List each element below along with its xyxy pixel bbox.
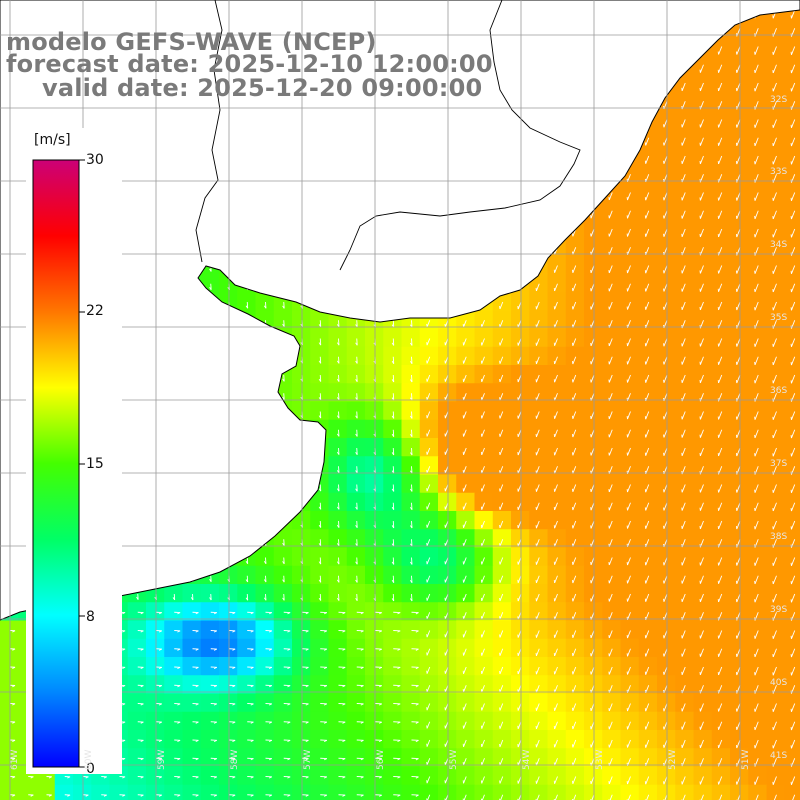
lat-label: 36S [770, 386, 788, 396]
valid-date: valid date: 2025-12-20 09:00:00 [42, 74, 483, 102]
lon-label: 55W [449, 749, 459, 770]
colorbar [32, 159, 80, 768]
lat-label: 39S [770, 605, 788, 615]
colorbar-tick-8: 8 [86, 609, 95, 625]
forecast-date: forecast date: 2025-12-10 12:00:00 [6, 50, 493, 78]
colorbar-unit: [m/s] [34, 132, 71, 148]
country-borders [195, 0, 581, 271]
lat-label: 32S [770, 95, 788, 105]
lon-label: 57W [303, 749, 313, 770]
lat-label: 34S [770, 240, 788, 250]
lon-label: 52W [668, 749, 678, 770]
lat-label: 37S [770, 459, 788, 469]
lon-label: 51W [741, 749, 751, 770]
lon-label: 59W [157, 749, 167, 770]
colorbar-tick-22: 22 [86, 303, 104, 319]
colorbar-tick-0: 0 [86, 761, 95, 777]
lat-label: 40S [770, 678, 788, 688]
lon-label: 58W [230, 749, 240, 770]
lon-label: 56W [376, 749, 386, 770]
lon-label: 60W [84, 749, 94, 770]
lat-label: 38S [770, 532, 788, 542]
lat-label: 35S [770, 313, 788, 323]
model-title: modelo GEFS-WAVE (NCEP) [6, 28, 377, 56]
land-area [0, 0, 800, 621]
lat-label: 41S [770, 751, 788, 761]
colorbar-tick-30: 30 [86, 152, 104, 168]
lon-label: 54W [522, 749, 532, 770]
lon-label: 61W [10, 749, 20, 770]
colorbar-tick-15: 15 [86, 456, 104, 472]
lat-label: 33S [770, 167, 788, 177]
lon-label: 53W [595, 749, 605, 770]
